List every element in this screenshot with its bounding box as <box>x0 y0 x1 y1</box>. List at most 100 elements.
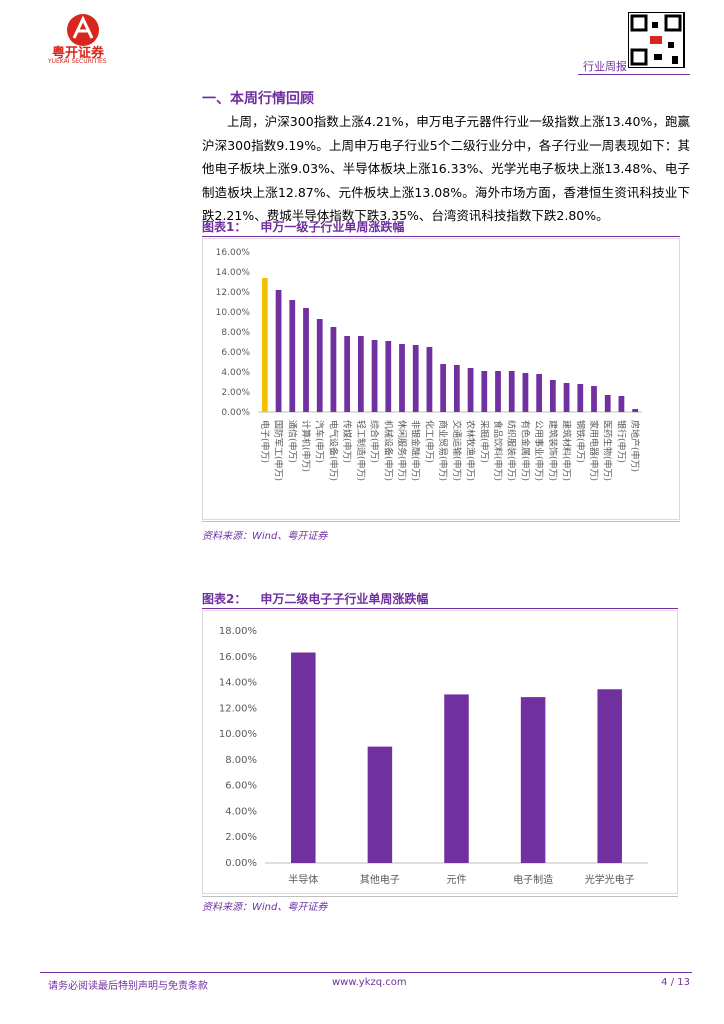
chart: 0.00% 2.00% 4.00% 6.00% 8.00% 10.00% 12.00% 14.… <box>202 238 680 520</box>
x-tick-label: 国防军工(申万) <box>273 420 285 481</box>
footer-rule <box>40 972 692 973</box>
y-tick-label: 6.00% <box>225 781 257 792</box>
bar <box>618 396 625 412</box>
x-tick-label: 综合(申万) <box>369 420 381 463</box>
x-tick-label: 家用电器(申万) <box>588 420 600 481</box>
y-tick-label: 4.00% <box>225 806 257 817</box>
x-tick-label: 商业贸易(申万) <box>437 420 449 481</box>
figure-label: 图表2： <box>202 592 247 606</box>
x-tick-label: 元件 <box>447 874 467 886</box>
bar <box>597 689 622 863</box>
figure-rule <box>202 608 678 609</box>
source: 资料来源：Wind、粤开证券 <box>202 902 328 913</box>
y-tick-label: 10.00% <box>219 729 257 740</box>
bar <box>316 319 323 412</box>
y-tick-label: 14.00% <box>216 268 251 278</box>
source: 资料来源：Wind、粤开证券 <box>202 531 328 542</box>
bar <box>495 371 501 412</box>
bar <box>357 336 364 412</box>
logo <box>67 14 99 46</box>
bar <box>536 374 543 412</box>
paragraph: 上周，沪深300指数上涨4.21%，申万电子元器件行业一级指数上涨13.40%，… <box>202 114 690 223</box>
y-tick-label: 14.00% <box>219 678 257 689</box>
figure-label: 图表1： <box>202 220 247 234</box>
bar <box>385 341 392 412</box>
bar <box>367 746 393 863</box>
chart: 0.00% 2.00% 4.00% 6.00% 8.00% 10.00% 12.00% 14.… <box>202 610 678 894</box>
x-tick-label: 钢铁(申万) <box>574 420 586 463</box>
bar <box>591 386 597 412</box>
bar <box>467 368 474 412</box>
y-tick-label: 12.00% <box>216 288 251 298</box>
x-tick-label: 电子(申万) <box>259 420 271 463</box>
bar <box>303 308 309 412</box>
bar <box>522 373 529 412</box>
source-rule <box>202 896 678 897</box>
bar <box>371 340 378 412</box>
x-tick-label: 非银金融(申万) <box>410 420 422 481</box>
section-title: 一、本周行情回顾 <box>202 91 314 107</box>
qr-code <box>628 12 685 68</box>
y-tick-label: 8.00% <box>221 328 250 338</box>
bar <box>330 327 337 412</box>
page-number: 4 / 13 <box>661 977 690 988</box>
bar <box>563 383 570 412</box>
x-tick-label: 食品饮料(申万) <box>492 420 504 481</box>
figure-rule <box>202 236 680 237</box>
x-tick-label: 电子制造 <box>513 873 553 886</box>
bar <box>426 347 433 412</box>
company-en: YUEKAI SECURITIES <box>48 58 107 65</box>
bar <box>399 344 405 412</box>
header-rule <box>578 74 690 75</box>
x-tick-label: 医药生物(申万) <box>602 420 614 481</box>
x-tick-label: 有色金属(申万) <box>519 420 531 481</box>
x-tick-label: 其他电子 <box>360 873 400 886</box>
bar <box>291 652 316 863</box>
y-tick-label: 12.00% <box>219 703 257 714</box>
x-tick-label: 传媒(申万) <box>341 420 353 463</box>
y-tick-label: 16.00% <box>219 652 257 663</box>
x-tick-label: 交通运输(申万) <box>451 420 463 481</box>
bar <box>632 409 639 412</box>
y-tick-label: 2.00% <box>221 388 250 398</box>
x-tick-label: 建筑装饰(申万) <box>547 420 559 481</box>
bar <box>481 371 488 412</box>
bar <box>453 365 460 412</box>
source-rule <box>202 521 680 522</box>
x-tick-label: 轻工制造(申万) <box>355 420 367 481</box>
x-tick-label: 公用事业(申万) <box>533 420 545 481</box>
bar <box>549 380 556 412</box>
y-tick-label: 6.00% <box>221 348 250 358</box>
x-tick-label: 采掘(申万) <box>478 420 490 463</box>
y-tick-label: 8.00% <box>225 755 257 766</box>
bar <box>604 395 611 412</box>
y-tick-label: 0.00% <box>221 408 250 418</box>
company: 粤开证券 <box>52 46 105 61</box>
x-tick-label: 汽车(申万) <box>314 420 326 463</box>
bar <box>275 290 282 412</box>
figure-caption: 申万一级子行业单周涨跌幅 <box>260 220 405 234</box>
x-tick-label: 休闲服务(申万) <box>396 420 408 481</box>
x-tick-label: 光学光电子 <box>585 873 635 886</box>
x-tick-label: 通信(申万) <box>286 420 298 463</box>
bar <box>289 300 296 412</box>
bar <box>344 336 351 412</box>
x-tick-label: 化工(申万) <box>423 420 435 463</box>
y-tick-label: 4.00% <box>221 368 250 378</box>
y-tick-label: 16.00% <box>216 248 251 258</box>
y-tick-label: 0.00% <box>225 858 257 869</box>
bar <box>412 345 419 412</box>
x-tick-label: 银行(申万) <box>615 420 627 463</box>
x-tick-label: 机械设备(申万) <box>382 420 394 481</box>
bar <box>520 697 546 863</box>
x-tick-label: 电气设备(申万) <box>327 420 339 481</box>
bar <box>440 364 447 412</box>
x-tick-label: 农林牧渔(申万) <box>465 420 477 481</box>
x-tick-label: 半导体 <box>288 873 318 886</box>
report-type: 行业周报 <box>583 60 627 73</box>
figure-title: 图表2： 申万二级电子子行业单周涨跌幅 <box>202 590 442 607</box>
disclaimer: 请务必阅读最后特别声明与免责条款 <box>48 981 208 992</box>
bar <box>508 371 515 412</box>
x-tick-label: 计算机(申万) <box>300 420 312 472</box>
